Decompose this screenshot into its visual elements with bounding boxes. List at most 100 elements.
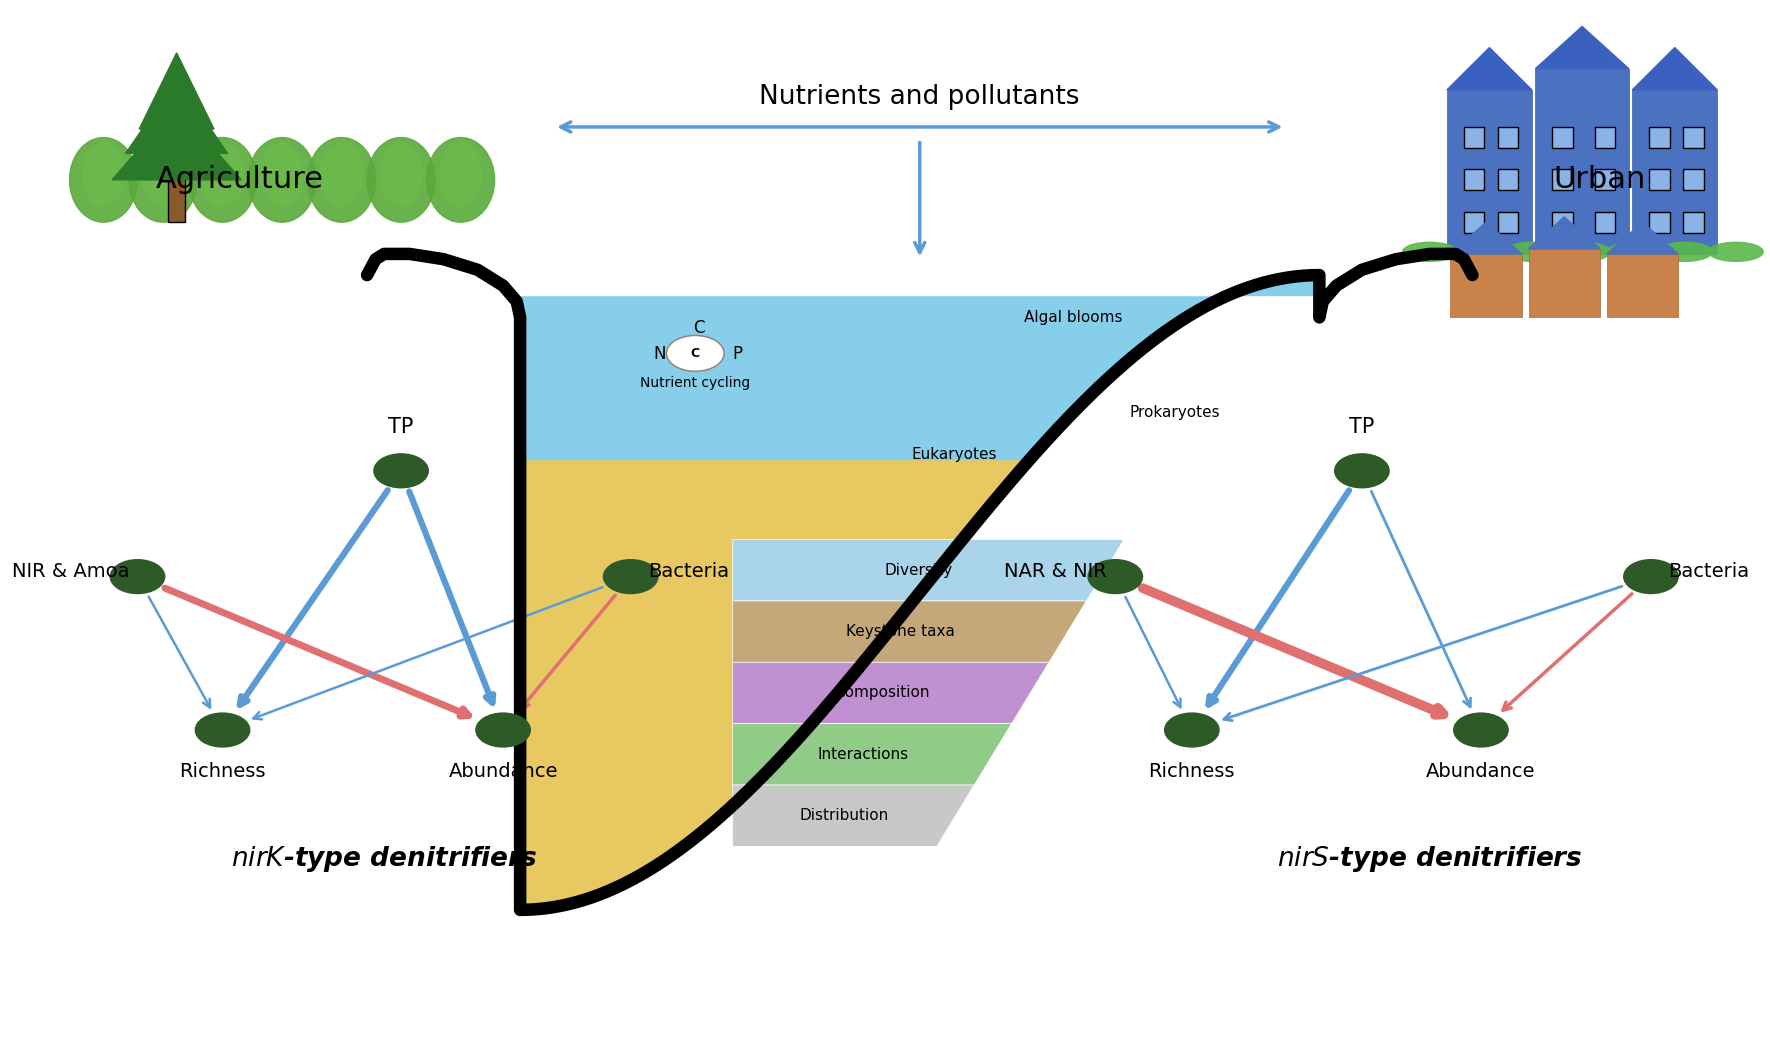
FancyBboxPatch shape bbox=[1497, 127, 1519, 148]
FancyBboxPatch shape bbox=[1552, 169, 1574, 190]
Circle shape bbox=[666, 335, 724, 371]
Ellipse shape bbox=[1453, 242, 1508, 261]
FancyBboxPatch shape bbox=[1683, 127, 1705, 148]
Circle shape bbox=[1089, 560, 1142, 594]
Text: Interactions: Interactions bbox=[818, 747, 908, 762]
Text: Bacteria: Bacteria bbox=[648, 562, 729, 581]
FancyBboxPatch shape bbox=[1632, 90, 1717, 254]
Circle shape bbox=[195, 713, 250, 747]
Polygon shape bbox=[733, 785, 974, 846]
Text: NAR & NIR: NAR & NIR bbox=[1004, 562, 1106, 581]
Ellipse shape bbox=[1658, 242, 1712, 261]
Circle shape bbox=[1453, 713, 1508, 747]
Ellipse shape bbox=[381, 143, 423, 206]
Polygon shape bbox=[140, 53, 214, 129]
FancyBboxPatch shape bbox=[1650, 127, 1669, 148]
Circle shape bbox=[373, 454, 428, 488]
Ellipse shape bbox=[1556, 242, 1611, 261]
Polygon shape bbox=[733, 601, 1087, 662]
Text: Distribution: Distribution bbox=[800, 808, 889, 823]
Circle shape bbox=[110, 560, 165, 594]
Ellipse shape bbox=[439, 143, 481, 206]
Polygon shape bbox=[520, 460, 1027, 910]
Polygon shape bbox=[1529, 217, 1600, 249]
FancyBboxPatch shape bbox=[1464, 212, 1485, 233]
Text: Algal blooms: Algal blooms bbox=[1023, 310, 1122, 325]
Polygon shape bbox=[733, 724, 1012, 785]
FancyBboxPatch shape bbox=[1595, 127, 1616, 148]
Polygon shape bbox=[1450, 222, 1522, 254]
FancyBboxPatch shape bbox=[1595, 169, 1616, 190]
Ellipse shape bbox=[129, 138, 196, 222]
Ellipse shape bbox=[366, 138, 435, 222]
Ellipse shape bbox=[81, 143, 124, 206]
Ellipse shape bbox=[189, 138, 257, 222]
Polygon shape bbox=[112, 106, 241, 180]
FancyBboxPatch shape bbox=[1497, 169, 1519, 190]
Text: $\mathbf{\mathit{nirS}}$-type denitrifiers: $\mathbf{\mathit{nirS}}$-type denitrifie… bbox=[1276, 844, 1582, 874]
Text: $\mathbf{\mathit{nirK}}$-type denitrifiers: $\mathbf{\mathit{nirK}}$-type denitrifie… bbox=[230, 844, 538, 874]
Text: C: C bbox=[690, 347, 699, 360]
FancyBboxPatch shape bbox=[1497, 212, 1519, 233]
Circle shape bbox=[1335, 454, 1389, 488]
Text: Composition: Composition bbox=[834, 686, 929, 700]
FancyBboxPatch shape bbox=[1683, 169, 1705, 190]
Ellipse shape bbox=[260, 143, 303, 206]
Text: Nutrient cycling: Nutrient cycling bbox=[641, 376, 750, 390]
Polygon shape bbox=[1535, 26, 1628, 69]
FancyBboxPatch shape bbox=[1650, 169, 1669, 190]
Text: Bacteria: Bacteria bbox=[1667, 562, 1749, 581]
Polygon shape bbox=[520, 275, 1319, 910]
Circle shape bbox=[1165, 713, 1220, 747]
Circle shape bbox=[476, 713, 531, 747]
FancyBboxPatch shape bbox=[1529, 249, 1600, 317]
Text: Richness: Richness bbox=[179, 762, 266, 781]
Circle shape bbox=[604, 560, 658, 594]
Text: Prokaryotes: Prokaryotes bbox=[1129, 405, 1220, 420]
Ellipse shape bbox=[248, 138, 317, 222]
Ellipse shape bbox=[308, 138, 375, 222]
Ellipse shape bbox=[202, 143, 244, 206]
FancyBboxPatch shape bbox=[1650, 212, 1669, 233]
Text: TP: TP bbox=[388, 417, 414, 437]
FancyBboxPatch shape bbox=[168, 159, 186, 222]
Text: N: N bbox=[653, 345, 666, 364]
Text: Abundance: Abundance bbox=[448, 762, 558, 781]
Polygon shape bbox=[126, 79, 228, 153]
Ellipse shape bbox=[1504, 242, 1559, 261]
Text: Agriculture: Agriculture bbox=[156, 165, 324, 195]
Polygon shape bbox=[733, 540, 1124, 601]
Text: NIR & Amoa: NIR & Amoa bbox=[12, 562, 129, 581]
Polygon shape bbox=[733, 662, 1050, 724]
Text: Richness: Richness bbox=[1149, 762, 1235, 781]
FancyBboxPatch shape bbox=[1607, 254, 1678, 317]
Circle shape bbox=[1623, 560, 1678, 594]
FancyBboxPatch shape bbox=[1446, 90, 1531, 254]
FancyBboxPatch shape bbox=[1450, 254, 1522, 317]
Text: TP: TP bbox=[1349, 417, 1375, 437]
Polygon shape bbox=[1607, 222, 1678, 254]
Ellipse shape bbox=[142, 143, 184, 206]
Text: Keystone taxa: Keystone taxa bbox=[846, 624, 954, 639]
Ellipse shape bbox=[1708, 242, 1763, 261]
Text: Abundance: Abundance bbox=[1427, 762, 1536, 781]
Ellipse shape bbox=[320, 143, 363, 206]
Text: Eukaryotes: Eukaryotes bbox=[912, 448, 997, 462]
Text: C: C bbox=[692, 318, 704, 338]
FancyBboxPatch shape bbox=[1552, 127, 1574, 148]
FancyBboxPatch shape bbox=[1683, 212, 1705, 233]
Ellipse shape bbox=[427, 138, 494, 222]
Text: Urban: Urban bbox=[1554, 165, 1646, 195]
Ellipse shape bbox=[1607, 242, 1662, 261]
Text: P: P bbox=[733, 345, 743, 364]
Ellipse shape bbox=[1402, 242, 1457, 261]
Polygon shape bbox=[1446, 48, 1531, 90]
Polygon shape bbox=[1632, 48, 1717, 90]
FancyBboxPatch shape bbox=[1595, 212, 1616, 233]
FancyBboxPatch shape bbox=[1464, 127, 1485, 148]
FancyBboxPatch shape bbox=[1535, 69, 1628, 254]
Ellipse shape bbox=[69, 138, 138, 222]
FancyBboxPatch shape bbox=[1464, 169, 1485, 190]
FancyBboxPatch shape bbox=[1552, 212, 1574, 233]
Text: Nutrients and pollutants: Nutrients and pollutants bbox=[759, 85, 1080, 110]
